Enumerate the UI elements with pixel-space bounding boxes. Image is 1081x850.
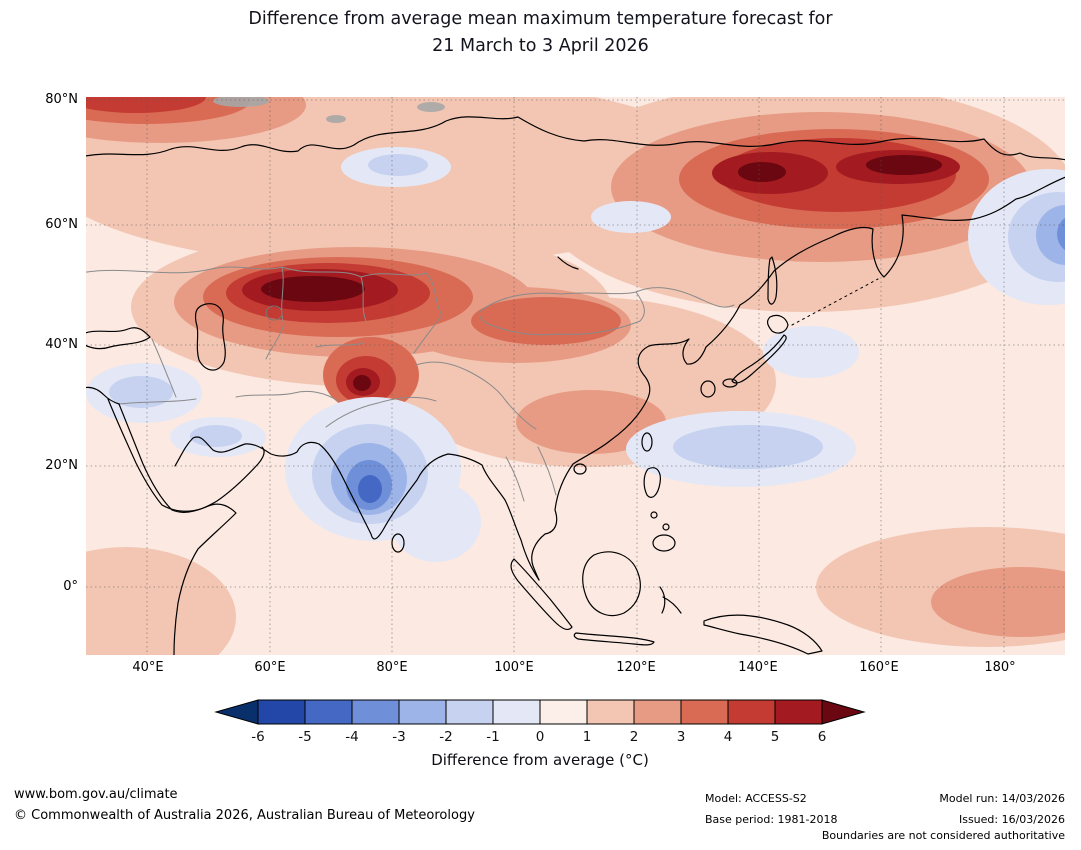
lon-tick-60e: 60°E	[254, 660, 286, 675]
map-area	[86, 97, 1065, 655]
lat-tick-20n: 20°N	[45, 458, 78, 473]
lat-tick-40n: 40°N	[45, 337, 78, 352]
svg-text:0: 0	[536, 729, 545, 745]
boundaries-note: Boundaries are not considered authoritat…	[821, 829, 1065, 842]
lat-tick-0: 0°	[63, 579, 78, 594]
base-period-label: Base period: 1981-2018	[705, 812, 838, 826]
svg-text:-6: -6	[251, 729, 264, 745]
colorbar: -6 -5 -4 -3 -2 -1 0 1 2 3 4 5 6 Difference from aver…	[214, 699, 866, 769]
svg-text:2: 2	[630, 729, 639, 745]
lon-tick-120e: 120°E	[616, 660, 656, 675]
svg-text:-1: -1	[486, 729, 499, 745]
svg-text:-5: -5	[298, 729, 311, 745]
title-line2: 21 March to 3 April 2026	[432, 36, 649, 57]
bom-url: www.bom.gov.au/climate	[14, 787, 178, 802]
svg-text:4: 4	[724, 729, 733, 745]
lat-tick-60n: 60°N	[45, 217, 78, 232]
copyright-text: © Commonwealth of Australia 2026, Austra…	[14, 807, 475, 823]
svg-text:3: 3	[677, 729, 686, 745]
svg-text:1: 1	[583, 729, 592, 745]
model-run-label: Model run: 14/03/2026	[939, 792, 1065, 805]
svg-text:-2: -2	[439, 729, 452, 745]
footer-run-info: Model run: 14/03/2026 Issued: 16/03/2026	[939, 789, 1065, 831]
footer-model-info: Model: ACCESS-S2 Base period: 1981-2018	[705, 789, 837, 831]
svg-text:-4: -4	[345, 729, 358, 745]
lat-tick-80n: 80°N	[45, 92, 78, 107]
lon-tick-180: 180°	[984, 660, 1016, 675]
graticule-gridlines	[86, 97, 1065, 655]
svg-text:5: 5	[771, 729, 780, 745]
anomaly-field	[86, 97, 1065, 655]
footer-left: www.bom.gov.au/climate © Commonwealth of…	[14, 785, 475, 827]
page-title: Difference from average mean maximum tem…	[0, 6, 1081, 60]
coastlines	[86, 116, 1065, 655]
lon-tick-100e: 100°E	[494, 660, 534, 675]
temperature-anomaly-map	[86, 97, 1065, 655]
lon-tick-160e: 160°E	[859, 660, 899, 675]
colorbar-caption: Difference from average (°C)	[431, 751, 649, 769]
model-label: Model: ACCESS-S2	[705, 792, 807, 805]
issued-label: Issued: 16/03/2026	[958, 812, 1065, 826]
svg-text:6: 6	[818, 729, 827, 745]
title-line1: Difference from average mean maximum tem…	[248, 9, 833, 29]
colorbar-scale: -6 -5 -4 -3 -2 -1 0 1 2 3 4 5 6	[214, 699, 866, 745]
lon-tick-140e: 140°E	[738, 660, 778, 675]
svg-text:-3: -3	[392, 729, 405, 745]
lon-tick-80e: 80°E	[376, 660, 408, 675]
lon-tick-40e: 40°E	[132, 660, 164, 675]
country-borders	[86, 266, 735, 502]
